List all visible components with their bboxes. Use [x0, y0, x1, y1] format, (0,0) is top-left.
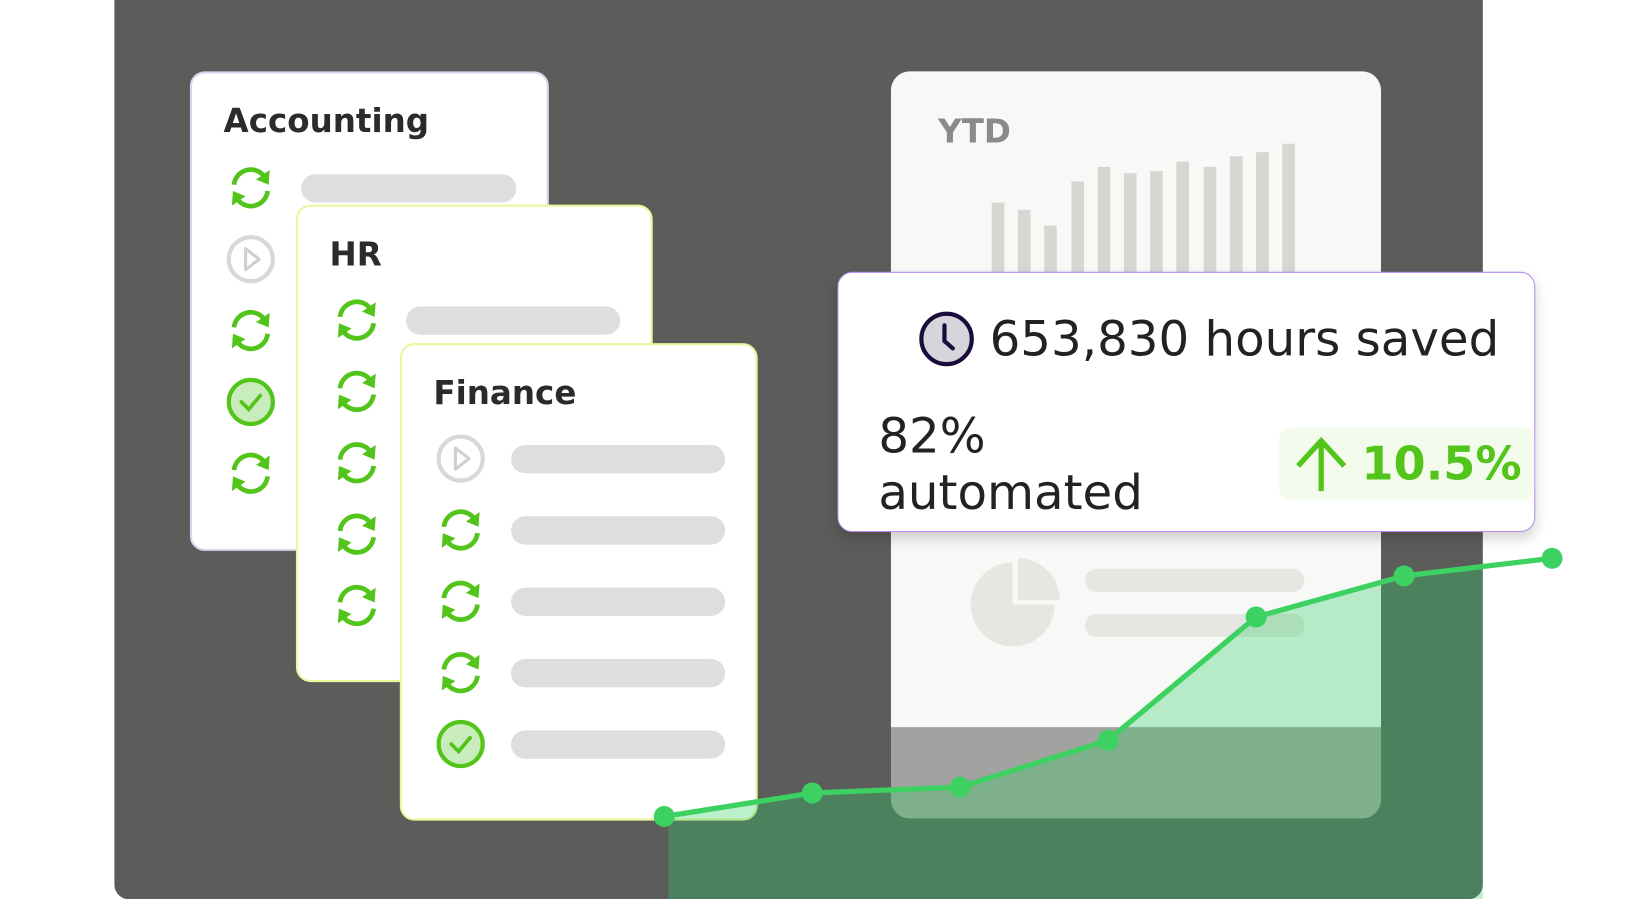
sync-icon	[434, 646, 486, 698]
ytd-bar	[1203, 166, 1216, 283]
play-icon	[225, 233, 277, 285]
chart-point	[801, 782, 823, 804]
ytd-bar	[1282, 143, 1296, 283]
card-title: Finance	[433, 374, 577, 413]
card-title: Accounting	[223, 102, 430, 141]
card-title: HR	[329, 236, 382, 274]
chart-point	[949, 776, 971, 798]
skeleton-line	[511, 587, 726, 616]
chart-area-fill	[668, 566, 1483, 899]
ytd-bar	[1097, 166, 1111, 283]
chart-point	[653, 805, 675, 827]
automated-text: 82% automated	[878, 407, 1143, 521]
ytd-bar	[1176, 161, 1190, 283]
pie-chart-icon	[970, 558, 1060, 647]
sync-icon	[331, 294, 383, 346]
sync-icon	[331, 437, 383, 489]
check-circle-icon	[434, 718, 486, 770]
skeleton-line	[511, 444, 726, 474]
ytd-title: YTD	[938, 113, 1011, 152]
sync-icon	[225, 447, 277, 499]
sync-icon	[434, 504, 486, 556]
change-badge: 10.5%	[1279, 427, 1535, 501]
change-value: 10.5%	[1361, 437, 1522, 491]
arrow-up-icon	[1296, 436, 1347, 492]
chart-point	[1393, 565, 1415, 587]
skeleton-line	[511, 659, 726, 688]
ytd-bar	[991, 202, 1005, 283]
hours-saved-row: 653,830 hours saved	[918, 310, 1500, 368]
ytd-bar	[1018, 209, 1031, 283]
hours-saved-text: 653,830 hours saved	[989, 310, 1500, 368]
skeleton-line	[511, 516, 726, 545]
sync-icon	[331, 365, 383, 417]
ytd-bar	[1123, 173, 1137, 283]
sync-icon	[225, 162, 277, 214]
chart-point	[1097, 729, 1119, 751]
ytd-bar	[1150, 171, 1163, 283]
check-circle-icon	[225, 376, 277, 428]
ytd-card-extension	[890, 727, 1382, 819]
chart-point	[1245, 606, 1267, 628]
ytd-bar	[1071, 181, 1084, 283]
sync-icon	[331, 508, 383, 560]
play-icon	[434, 432, 486, 484]
sync-icon	[225, 304, 277, 356]
department-card-finance: Finance	[399, 343, 758, 821]
sync-icon	[434, 575, 486, 627]
stats-card: 653,830 hours saved 82% automated 10.5%	[837, 271, 1536, 533]
ytd-bar	[1044, 225, 1058, 283]
skeleton-line	[301, 174, 517, 203]
automation-row: 82% automated 10.5%	[878, 407, 1535, 521]
skeleton-line	[1085, 568, 1305, 592]
sync-icon	[331, 579, 383, 631]
skeleton-line	[511, 730, 726, 759]
clock-icon	[919, 311, 974, 367]
ytd-bar	[1229, 156, 1243, 283]
ytd-bar	[1256, 152, 1269, 283]
skeleton-line	[406, 306, 621, 335]
chart-point	[1541, 547, 1563, 569]
